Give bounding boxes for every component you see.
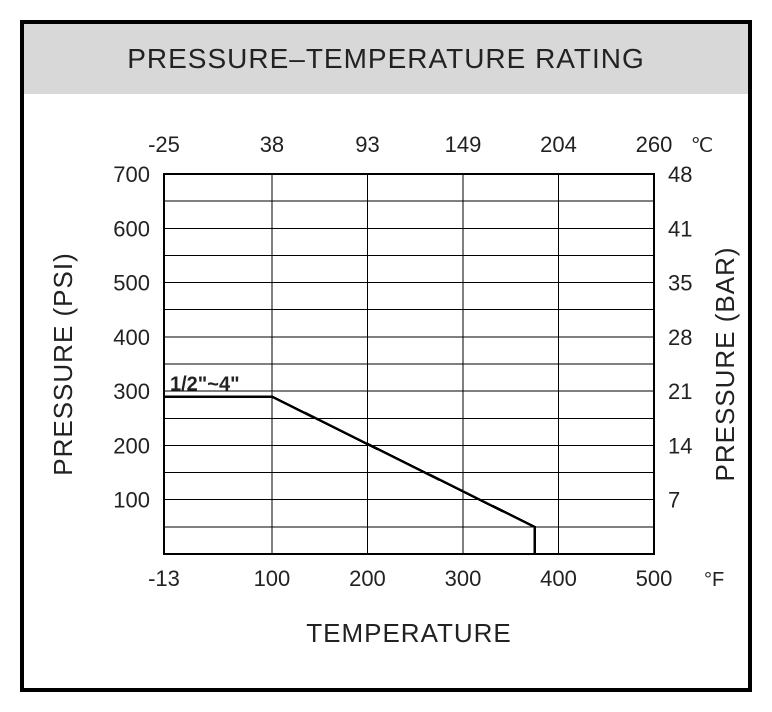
- y2-tick: 21: [668, 379, 692, 404]
- y1-tick: 700: [113, 162, 150, 187]
- x2-tick: 149: [445, 132, 482, 157]
- x1-unit: °F: [704, 569, 724, 591]
- chart-frame: PRESSURE–TEMPERATURE RATING 1/2"~4" -25 38…: [20, 20, 752, 692]
- y1-tick: 300: [113, 379, 150, 404]
- y2-tick: 41: [668, 216, 692, 241]
- x2-tick: 204: [540, 132, 577, 157]
- y1-tick: 200: [113, 433, 150, 458]
- x1-tick: 400: [540, 566, 577, 591]
- x1-tick: -13: [148, 566, 180, 591]
- x1-tick: 500: [636, 566, 673, 591]
- x2-tick: -25: [148, 132, 180, 157]
- y2-tick: 48: [668, 162, 692, 187]
- series-label: 1/2"~4": [170, 374, 240, 396]
- x1-tick: 300: [445, 566, 482, 591]
- y1-tick: 600: [113, 216, 150, 241]
- x2-tick: 260: [636, 132, 673, 157]
- x2-tick: 38: [260, 132, 284, 157]
- chart-svg: 1/2"~4" -25 38 93 149 204 260 ℃ -13 100 200 300 400 5…: [24, 94, 748, 688]
- y2-tick: 35: [668, 271, 692, 296]
- x2-unit: ℃: [691, 135, 713, 157]
- y1-tick: 500: [113, 271, 150, 296]
- x-title: TEMPERATURE: [306, 618, 512, 648]
- titlebar: PRESSURE–TEMPERATURE RATING: [24, 24, 748, 94]
- x1-tick: 200: [349, 566, 386, 591]
- plot-area: 1/2"~4" -25 38 93 149 204 260 ℃ -13 100 200 300 400 5…: [24, 94, 748, 688]
- y1-tick: 100: [113, 488, 150, 513]
- y1-tick: 400: [113, 325, 150, 350]
- y1-title: PRESSURE (PSI): [48, 252, 78, 476]
- y2-tick: 7: [668, 488, 680, 513]
- x1-tick: 100: [254, 566, 291, 591]
- chart-title: PRESSURE–TEMPERATURE RATING: [127, 43, 645, 75]
- y2-title: PRESSURE (BAR): [710, 246, 740, 481]
- x2-tick: 93: [355, 132, 379, 157]
- y2-tick: 28: [668, 325, 692, 350]
- y2-tick: 14: [668, 433, 692, 458]
